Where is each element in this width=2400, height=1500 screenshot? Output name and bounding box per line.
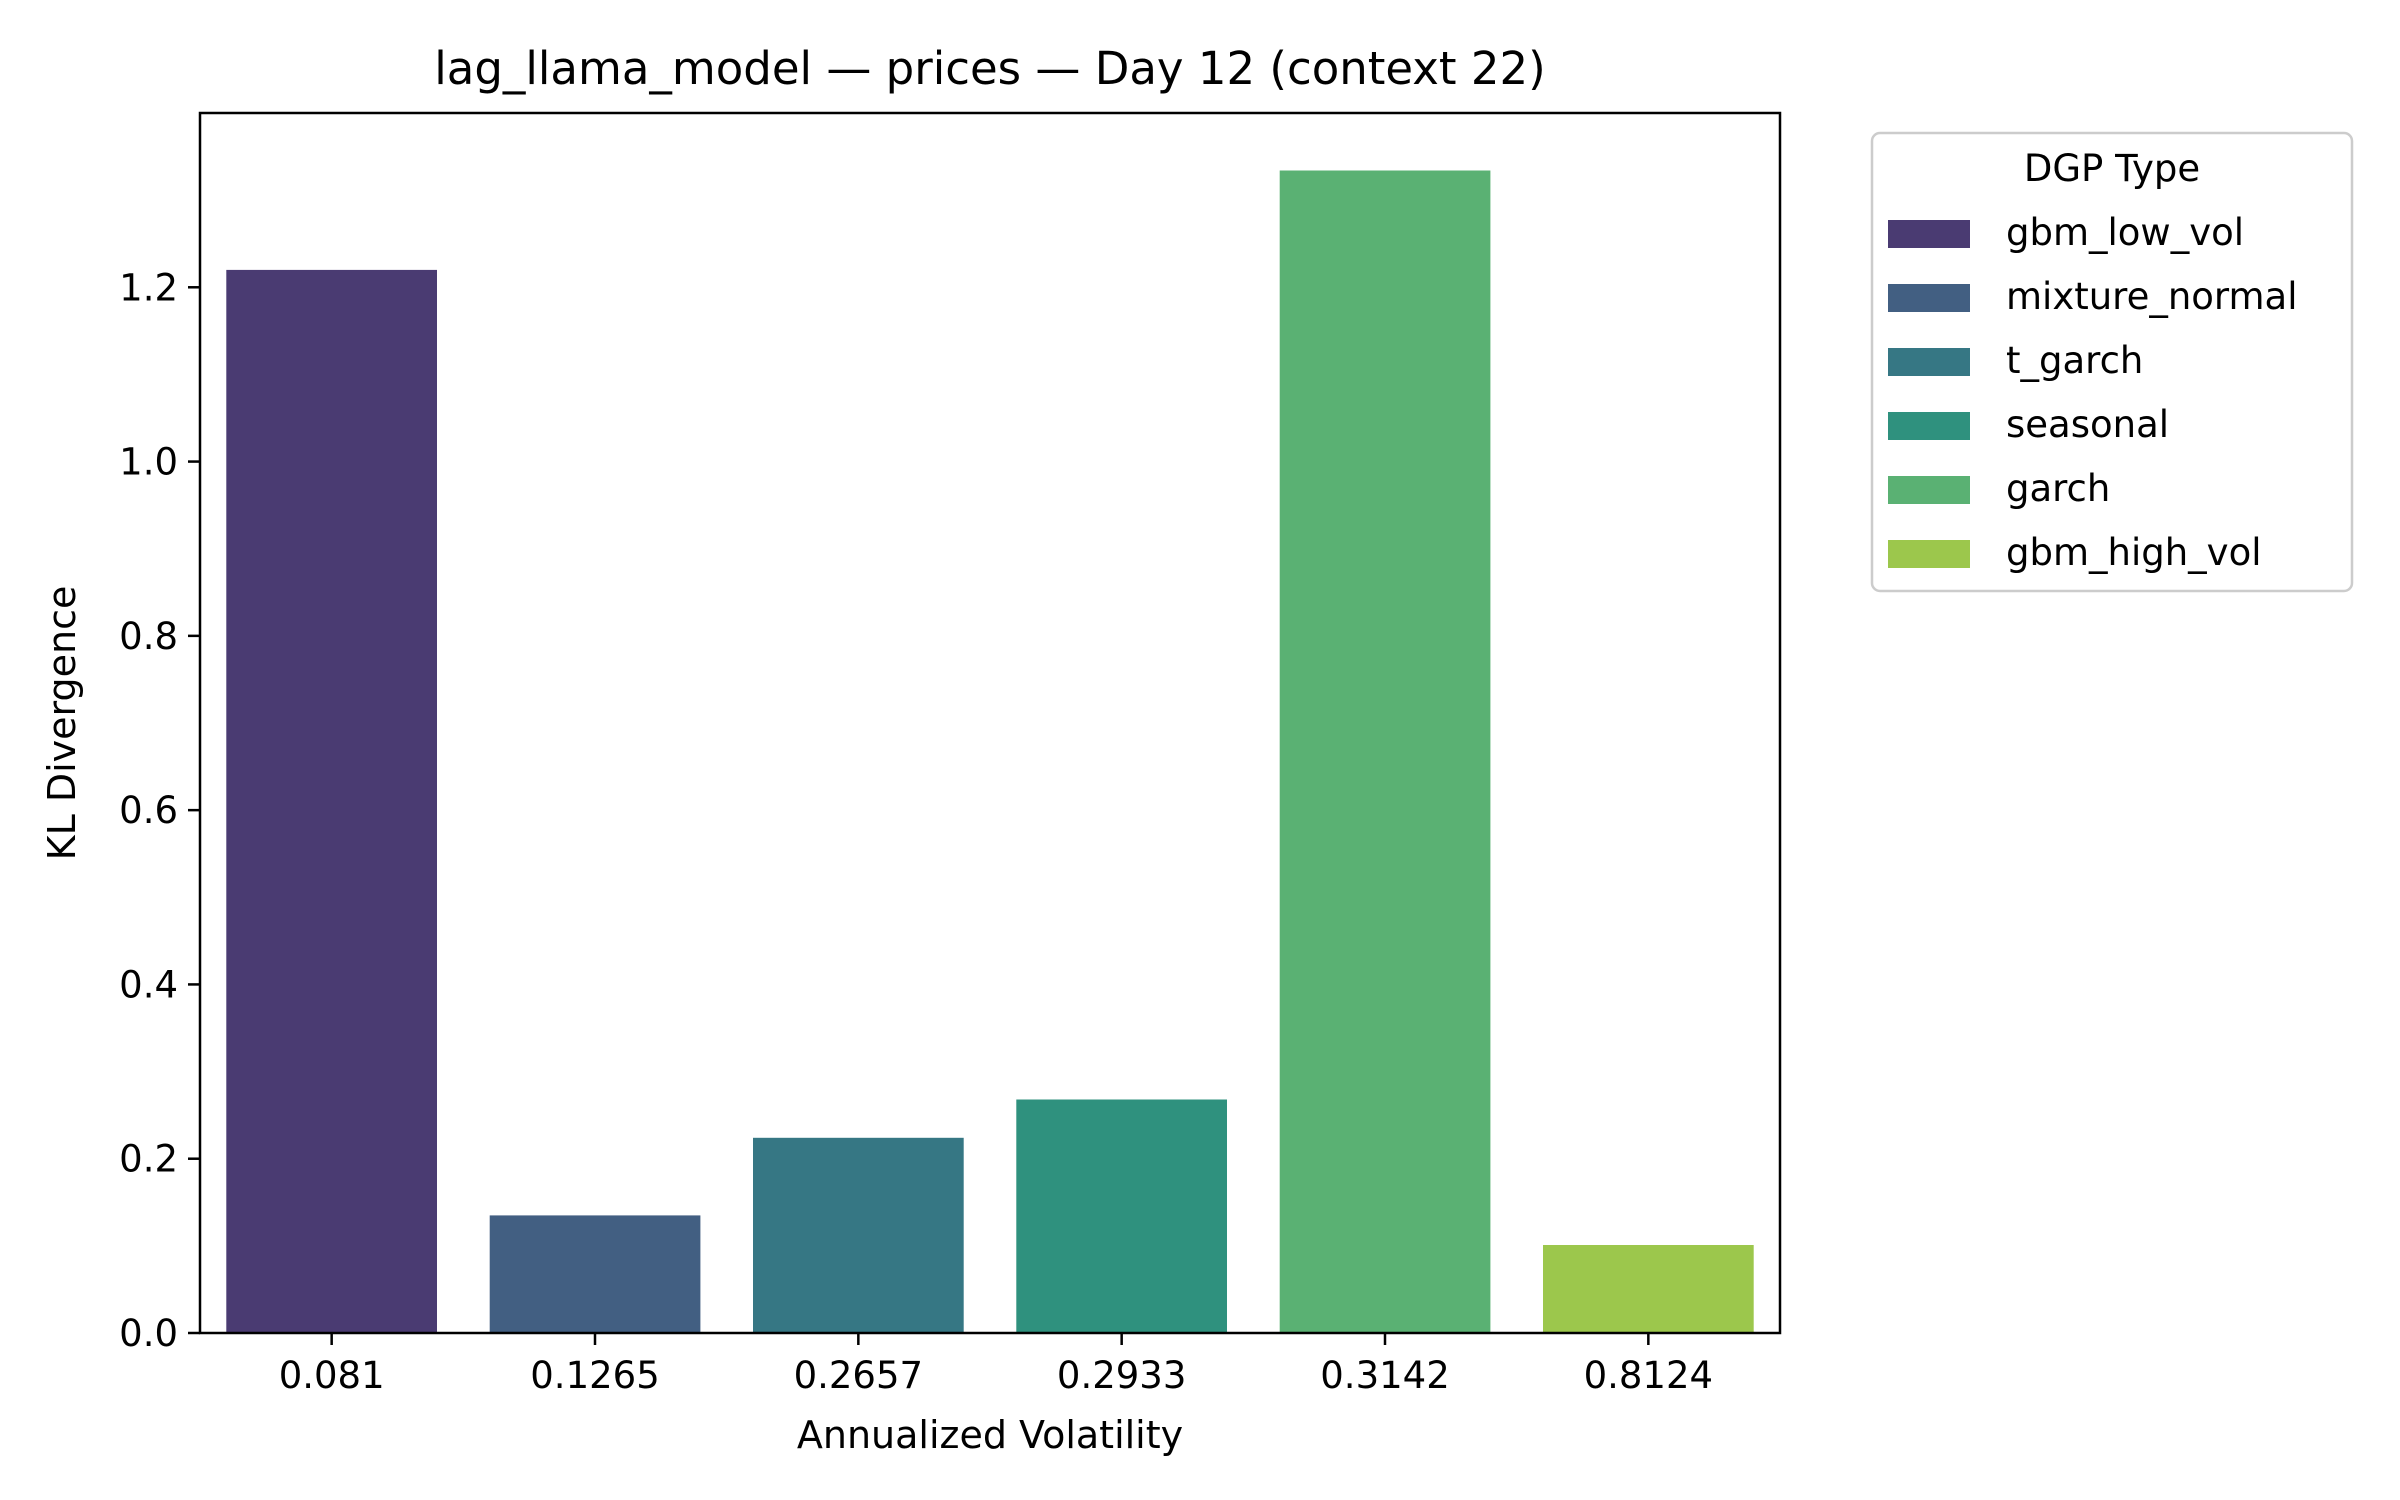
legend-label-gbm_high_vol: gbm_high_vol — [2006, 531, 2262, 574]
y-tick-label: 1.2 — [119, 266, 178, 309]
legend-entries: gbm_low_vol mixture_normal t_garch seasonal… — [1888, 211, 2297, 574]
y-tick-label: 0.6 — [119, 789, 178, 832]
bar-gbm_low_vol — [226, 269, 437, 1333]
legend-swatch-seasonal — [1888, 412, 1970, 440]
y-tick-label: 0.4 — [119, 963, 178, 1006]
bar-gbm_high_vol — [1543, 1245, 1754, 1333]
bar-seasonal — [1016, 1099, 1227, 1333]
legend-swatch-gbm_low_vol — [1888, 220, 1970, 248]
legend-title: DGP Type — [2024, 147, 2200, 190]
legend-swatch-garch — [1888, 476, 1970, 504]
x-tick-label: 0.3142 — [1320, 1354, 1449, 1397]
y-tick-label: 0.8 — [119, 615, 178, 658]
x-axis-ticks: 0.081 0.1265 0.2657 0.2933 0.3142 0.8124 — [279, 1333, 1713, 1397]
bar-mixture_normal — [489, 1215, 701, 1333]
x-axis-label: Annualized Volatility — [797, 1413, 1183, 1457]
bar-garch — [1279, 170, 1491, 1333]
legend-label-gbm_low_vol: gbm_low_vol — [2006, 211, 2244, 254]
y-tick-label: 0.0 — [119, 1312, 178, 1355]
legend-swatch-gbm_high_vol — [1888, 540, 1970, 568]
x-tick-label: 0.2933 — [1057, 1354, 1186, 1397]
legend-swatch-t_garch — [1888, 348, 1970, 376]
legend-label-seasonal: seasonal — [2006, 403, 2169, 446]
legend: DGP Type gbm_low_vol mixture_normal t_garc… — [1870, 131, 2354, 593]
bars-group — [226, 170, 1754, 1333]
x-tick-label: 0.1265 — [530, 1354, 659, 1397]
legend-frame — [1870, 131, 2354, 593]
y-axis-label: KL Divergence — [40, 586, 84, 861]
legend-label-garch: garch — [2006, 467, 2110, 510]
x-tick-label: 0.2657 — [794, 1354, 923, 1397]
chart-title: lag_llama_model — prices — Day 12 (conte… — [434, 42, 1545, 95]
x-tick-label: 0.081 — [279, 1354, 385, 1397]
legend-label-t_garch: t_garch — [2006, 339, 2143, 382]
legend-label-mixture_normal: mixture_normal — [2006, 275, 2297, 318]
y-axis-ticks: 0.0 0.2 0.4 0.6 0.8 1.0 1.2 — [119, 266, 200, 1355]
bar-t_garch — [753, 1137, 964, 1333]
y-tick-label: 0.2 — [119, 1138, 178, 1181]
x-tick-label: 0.8124 — [1584, 1354, 1713, 1397]
legend-swatch-mixture_normal — [1888, 284, 1970, 312]
y-tick-label: 1.0 — [119, 441, 178, 484]
plot-frame — [198, 111, 1782, 1335]
